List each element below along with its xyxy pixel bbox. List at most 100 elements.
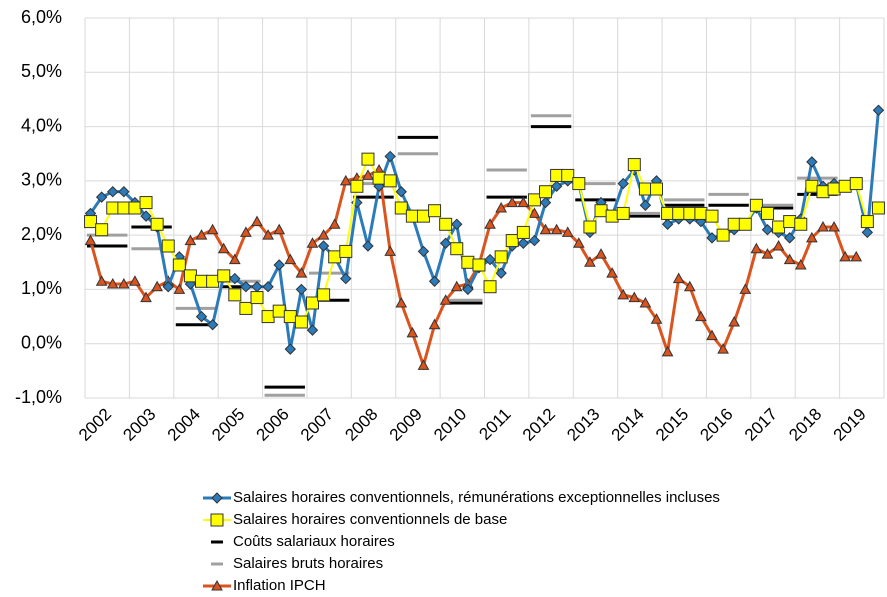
point [760, 206, 774, 220]
point [705, 209, 719, 223]
point [461, 255, 475, 269]
legend-label: Salaires horaires conventionnels, rémuné… [233, 489, 720, 506]
x-tick-label: 2010 [430, 405, 470, 445]
point [217, 242, 230, 254]
point [451, 218, 463, 230]
point [250, 291, 264, 305]
point [627, 158, 641, 172]
point [284, 253, 297, 265]
point [305, 296, 319, 310]
legend-item: Coûts salariaux horaires [211, 533, 395, 550]
point [106, 201, 120, 215]
point [240, 281, 252, 293]
point [639, 296, 652, 308]
point [494, 250, 508, 264]
point [806, 156, 818, 168]
point [728, 315, 741, 327]
x-tick-label: 2009 [386, 405, 426, 445]
x-tick-label: 2005 [208, 405, 248, 445]
point [639, 199, 652, 211]
point [228, 288, 242, 302]
point [827, 182, 841, 196]
point [805, 179, 819, 193]
point [317, 240, 330, 252]
point [362, 240, 374, 252]
point [539, 196, 552, 209]
point [695, 310, 707, 322]
point [428, 318, 441, 330]
x-tick-label: 2013 [563, 405, 603, 445]
point [517, 237, 530, 249]
x-tick-label: 2004 [164, 405, 204, 445]
point [550, 223, 563, 235]
legend-marker [211, 492, 223, 504]
legend-label: Inflation IPCH [233, 577, 326, 594]
point [716, 228, 730, 242]
point [772, 239, 785, 251]
point [195, 274, 209, 288]
point [584, 256, 596, 267]
legend-item: Inflation IPCH [203, 577, 326, 594]
point [849, 177, 863, 191]
point [628, 291, 641, 303]
point [495, 201, 507, 213]
point [117, 201, 131, 215]
point [727, 217, 741, 231]
legend-label: Salaires bruts horaires [233, 555, 383, 572]
point [162, 281, 174, 293]
point [417, 245, 430, 258]
point [273, 259, 285, 271]
point [140, 210, 152, 222]
point [539, 223, 552, 235]
point [417, 359, 430, 370]
y-tick-label: 4,0% [21, 115, 62, 135]
point [195, 310, 208, 323]
point [750, 242, 763, 254]
point [783, 253, 796, 265]
legend-item: Salaires horaires conventionnels de base [203, 511, 507, 528]
point [516, 225, 530, 239]
point [317, 288, 331, 302]
point [794, 258, 807, 270]
point [206, 223, 219, 235]
y-tick-label: 2,0% [21, 224, 62, 244]
point [150, 217, 164, 231]
point [362, 169, 374, 180]
y-tick-label: 0,0% [21, 332, 62, 352]
point [217, 269, 231, 283]
point [95, 275, 108, 286]
point [661, 345, 674, 357]
point [717, 343, 729, 354]
point [172, 258, 186, 272]
point [183, 269, 197, 283]
point [284, 343, 297, 355]
point [261, 310, 275, 324]
y-tick-label: -1,0% [15, 387, 62, 407]
x-tick-label: 2003 [119, 405, 159, 445]
point [871, 201, 885, 215]
point [672, 206, 686, 220]
point [228, 253, 241, 265]
point [328, 250, 342, 264]
point [772, 220, 786, 234]
point [694, 206, 708, 220]
point [605, 209, 619, 223]
point [706, 232, 718, 244]
point [839, 250, 852, 262]
point [617, 177, 629, 190]
point [561, 168, 575, 182]
point [428, 275, 441, 287]
point [550, 180, 563, 192]
legend-item: Salaires bruts horaires [211, 555, 383, 572]
point [617, 288, 630, 300]
y-tick-label: 6,0% [21, 7, 62, 27]
point [117, 277, 130, 289]
point [594, 204, 608, 218]
point [816, 185, 830, 199]
point [107, 186, 119, 198]
point [495, 267, 507, 279]
point [472, 258, 486, 272]
point [384, 245, 397, 256]
point [761, 224, 774, 236]
